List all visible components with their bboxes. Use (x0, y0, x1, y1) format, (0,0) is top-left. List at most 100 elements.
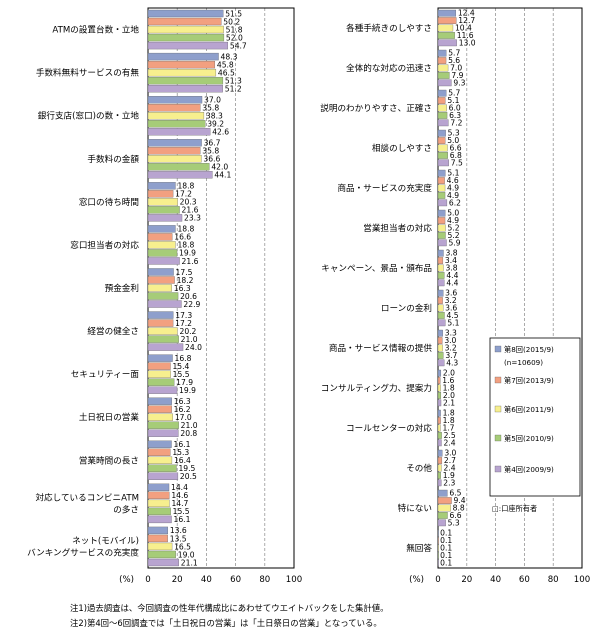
bar-p1-c4-s3 (147, 155, 202, 163)
value-label-p2-c3-s5: 7.2 (450, 118, 462, 127)
x-tick-label-2-0: 0 (435, 575, 440, 585)
bar-p1-c5-s1 (147, 182, 176, 190)
value-label-p2-c5-s1: 5.1 (447, 169, 459, 178)
value-label-p2-c2-s5: 9.3 (453, 78, 465, 87)
category-label-p2-4: 相談のしやすさ (372, 142, 432, 154)
bar-p2-c6-s5 (437, 239, 447, 247)
value-label-p1-c8-s1: 17.3 (175, 311, 192, 320)
bar-p2-c4-s3 (437, 144, 448, 152)
bar-p2-c11-s4 (437, 432, 442, 439)
bar-p2-c3-s5 (437, 119, 449, 127)
bar-p1-c5-s4 (147, 206, 180, 214)
category-label-p2-1: 各種手続きのしやすさ (346, 22, 432, 34)
value-label-p1-c8-s4: 21.0 (181, 335, 198, 344)
bar-p2-c14-s3 (437, 544, 439, 552)
category-label-p2-3: 説明のわかりやすさ、正確さ (320, 102, 432, 114)
category-label-p2-5: 商品・サービスの充実度 (337, 182, 432, 194)
value-label-p1-c9-s1: 16.8 (175, 354, 192, 363)
value-label-p1-c7-s4: 20.6 (180, 292, 197, 301)
bar-p1-c3-s1 (147, 96, 203, 104)
value-label-p1-c6-s3: 18.8 (177, 241, 194, 250)
x-tick-label-1-20: 20 (172, 575, 183, 585)
bar-p1-c13-s1 (147, 526, 169, 535)
bar-p2-c7-s3 (437, 264, 444, 272)
account-holder-annotation: □:口座所有者 (492, 504, 537, 513)
bar-p1-c12-s4 (147, 507, 171, 516)
bar-p1-c1-s2 (147, 17, 222, 26)
value-label-p2-c2-s2: 5.6 (448, 56, 460, 65)
bar-p2-c7-s5 (437, 279, 445, 287)
category-label-p1-9: セキュリティー面 (71, 369, 140, 380)
value-label-p2-c10-s5: 2.1 (443, 398, 455, 407)
bar-p2-c6-s2 (437, 217, 446, 224)
value-label-p2-c13-s1: 6.5 (449, 489, 461, 498)
category-label-p2-14: 無回答 (406, 542, 432, 554)
category-label-p1-8: 経営の健全さ (87, 325, 139, 337)
value-label-p2-c9-s2: 3.0 (444, 336, 456, 345)
bar-p1-c2-s3 (147, 68, 217, 77)
bar-p1-c9-s4 (147, 378, 175, 386)
bar-p2-c10-s4 (437, 392, 442, 399)
bar-p2-c3-s4 (437, 112, 448, 119)
value-label-p2-c10-s1: 2.0 (443, 369, 455, 378)
bar-p2-c2-s5 (437, 79, 452, 87)
value-label-p1-c10-s4: 21.0 (181, 421, 198, 430)
bar-p2-c12-s3 (437, 464, 442, 472)
bar-p1-c3-s2 (147, 104, 201, 112)
value-label-p1-c6-s2: 16.6 (174, 233, 191, 242)
bar-p1-c1-s1 (147, 9, 224, 18)
bar-p2-c11-s5 (437, 439, 442, 447)
value-label-p2-c2-s3: 7.0 (450, 64, 462, 73)
value-label-p2-c13-s2: 9.4 (454, 496, 466, 505)
value-label-p1-c13-s3: 16.5 (174, 542, 191, 551)
bar-p1-c8-s1 (147, 311, 174, 319)
bar-p1-c1-s3 (147, 25, 224, 34)
bar-p1-c4-s2 (147, 147, 201, 155)
value-label-p1-c6-s4: 19.9 (179, 249, 196, 258)
bar-p2-c5-s4 (437, 192, 446, 199)
bar-p1-c11-s1 (147, 440, 172, 448)
value-label-p1-c9-s3: 15.5 (173, 370, 190, 379)
value-label-p2-c8-s3: 3.6 (445, 304, 457, 313)
value-label-p1-c7-s3: 16.3 (174, 284, 191, 293)
bar-p2-c8-s1 (437, 289, 444, 297)
bar-p1-c6-s4 (147, 249, 178, 257)
bar-p1-c10-s4 (147, 421, 179, 429)
value-label-p2-c8-s4: 4.5 (446, 311, 458, 320)
legend-label-1: 第8回(2015/9) (504, 345, 554, 354)
value-label-p1-c1-s2: 50.2 (223, 17, 240, 26)
value-label-p1-c13-s1: 13.6 (170, 526, 187, 535)
bar-p2-c6-s1 (437, 209, 446, 217)
bar-p1-c5-s5 (147, 214, 183, 222)
bar-p1-c11-s2 (147, 448, 171, 456)
bar-p1-c7-s1 (147, 268, 174, 276)
bar-p1-c8-s2 (147, 319, 174, 327)
category-label-p2-13: 特にない (398, 502, 432, 514)
bar-p1-c10-s3 (147, 413, 173, 421)
x-tick-label-2-20: 20 (461, 575, 472, 585)
bar-p1-c8-s4 (147, 335, 179, 343)
value-label-p1-c10-s1: 16.3 (174, 397, 191, 406)
bar-p1-c1-s5 (147, 41, 229, 50)
category-label-p2-8: ローンの金利 (381, 302, 432, 314)
bar-p2-c12-s1 (437, 449, 443, 457)
value-label-p2-c11-s3: 1.7 (442, 424, 454, 433)
value-label-p1-c6-s5: 21.6 (182, 257, 199, 266)
value-label-p1-c2-s3: 46.5 (218, 68, 235, 77)
value-label-p1-c9-s4: 17.9 (176, 378, 193, 387)
category-label-p1-4: 手数料の金額 (87, 153, 139, 165)
bar-p2-c10-s1 (437, 369, 442, 377)
bar-p2-c8-s2 (437, 297, 443, 304)
bar-p2-c2-s4 (437, 72, 450, 79)
category-label-p2-6: 営業担当者の対応 (363, 222, 432, 234)
value-label-p1-c1-s1: 51.5 (225, 9, 242, 18)
bar-p2-c11-s3 (437, 424, 441, 432)
value-label-p1-c13-s2: 13.5 (170, 534, 187, 543)
x-tick-label-1-60: 60 (230, 575, 241, 585)
value-label-p2-c11-s5: 2.4 (443, 438, 455, 447)
value-label-p2-c12-s5: 2.3 (443, 478, 455, 487)
value-label-p1-c7-s1: 17.5 (176, 268, 193, 277)
bar-p2-c1-s1 (437, 9, 457, 17)
value-label-p2-c9-s5: 4.3 (446, 358, 458, 367)
value-label-p2-c9-s1: 3.3 (445, 329, 457, 338)
